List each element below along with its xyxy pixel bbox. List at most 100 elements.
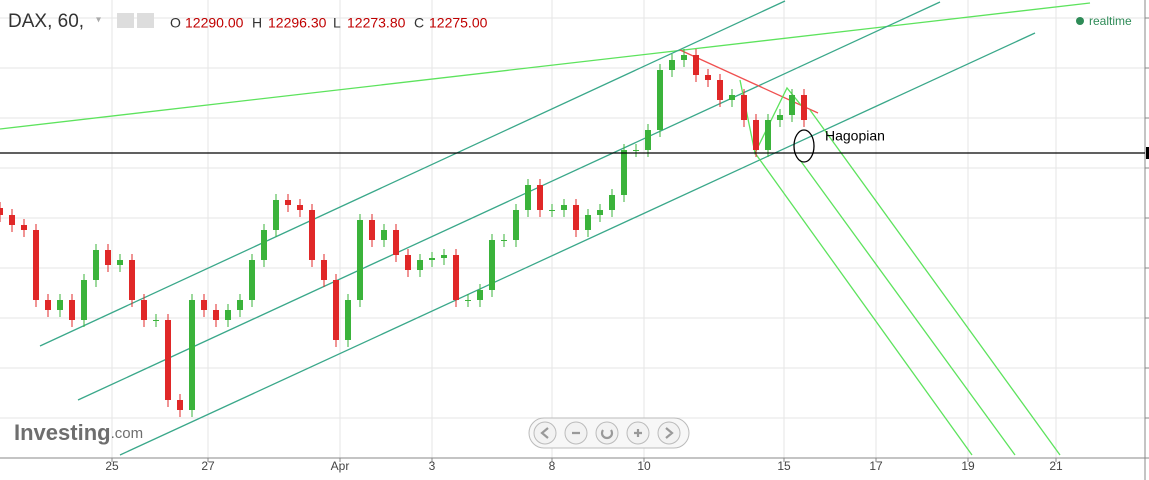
c-value: 12275.00 [429, 15, 488, 31]
zoom-icons [540, 427, 674, 440]
channel-line [77, 1, 941, 401]
eye-button[interactable] [117, 13, 134, 28]
scroll-right[interactable] [657, 421, 681, 445]
realtime-dot [1076, 17, 1084, 25]
logo: Investing.com [14, 420, 143, 445]
h-value: 12296.30 [268, 15, 327, 31]
candle-body [705, 75, 711, 80]
candle-body [81, 280, 87, 320]
o-value: 12290.00 [185, 15, 244, 31]
candle-body [285, 200, 291, 205]
candle-body [489, 240, 495, 290]
candle-body [741, 95, 747, 120]
red-trend-line [679, 49, 819, 114]
candle-body [657, 70, 663, 130]
last-price-marker [1146, 147, 1149, 159]
candle-body [717, 80, 723, 100]
candle-body [585, 215, 591, 230]
candle-body [405, 255, 411, 270]
candle-body [477, 290, 483, 300]
candle-body [369, 220, 375, 240]
l-key: L [333, 15, 341, 31]
c-key: C [414, 15, 424, 31]
x-tick-label: 21 [1049, 459, 1063, 473]
candle-body [129, 260, 135, 300]
drawings [0, 0, 1091, 456]
candle-body [441, 255, 447, 258]
candle-body [453, 255, 459, 300]
x-tick-label: 17 [869, 459, 883, 473]
reset[interactable] [595, 421, 619, 445]
settings-button[interactable] [137, 13, 154, 28]
candle-body [201, 300, 207, 310]
candle-body [597, 210, 603, 215]
candle-body [417, 260, 423, 270]
candle-body [393, 230, 399, 255]
fork-line [799, 159, 1016, 456]
candle-body [537, 185, 543, 210]
x-tick-label: 8 [549, 459, 556, 473]
candle-body [117, 260, 123, 265]
scroll-left[interactable] [533, 421, 557, 445]
candle-body [501, 240, 507, 241]
candle-body [141, 300, 147, 320]
candle-body [789, 95, 795, 115]
candle-body [189, 300, 195, 410]
candle-body [645, 130, 651, 150]
candle-body [297, 205, 303, 210]
candle-body [693, 55, 699, 75]
candle-body [213, 310, 219, 320]
candle-body [225, 310, 231, 320]
candle-body [729, 95, 735, 100]
logo-suffix: .com [111, 425, 144, 442]
candle-body [177, 400, 183, 410]
candle-body [609, 195, 615, 210]
candle-body [801, 95, 807, 120]
realtime-label: realtime [1089, 14, 1132, 28]
candle-body [165, 320, 171, 400]
x-tick-label: 25 [105, 459, 119, 473]
candle-body [273, 200, 279, 230]
candle-body [105, 250, 111, 265]
zigzag [739, 79, 806, 155]
zoom-controls [528, 417, 690, 449]
candle-body [681, 55, 687, 60]
candle-body [345, 300, 351, 340]
candle-body [237, 300, 243, 310]
candle-body [357, 220, 363, 300]
candle-body [249, 260, 255, 300]
candle-body [465, 300, 471, 301]
channel-line [39, 0, 786, 347]
x-tick-label: 3 [429, 459, 436, 473]
candle-body [9, 215, 15, 225]
o-key: O [170, 15, 181, 31]
candle-body [57, 300, 63, 310]
chart-title: DAX, 60, [8, 11, 84, 32]
candle-body [153, 320, 159, 321]
candle-body [93, 250, 99, 280]
candle-body [0, 208, 3, 215]
highlight-ellipse [793, 129, 815, 163]
candle-body [669, 60, 675, 70]
candle-body [321, 260, 327, 280]
logo-main: Investing [14, 420, 111, 445]
candle-body [777, 115, 783, 120]
candle-body [333, 280, 339, 340]
candle-body [21, 225, 27, 230]
dropdown[interactable]: ▾ [96, 15, 101, 26]
candle-body [525, 185, 531, 210]
candle-body [561, 205, 567, 210]
x-tick-label: 19 [961, 459, 975, 473]
x-tick-label: 27 [201, 459, 215, 473]
candle-body [309, 210, 315, 260]
candle-body [765, 120, 771, 150]
x-tick-label: Apr [331, 459, 350, 473]
candle-body [381, 230, 387, 240]
candle-body [621, 150, 627, 195]
candle-body [753, 120, 759, 150]
candle-body [261, 230, 267, 260]
trend-line [0, 2, 1091, 130]
x-tick-label: 15 [777, 459, 791, 473]
